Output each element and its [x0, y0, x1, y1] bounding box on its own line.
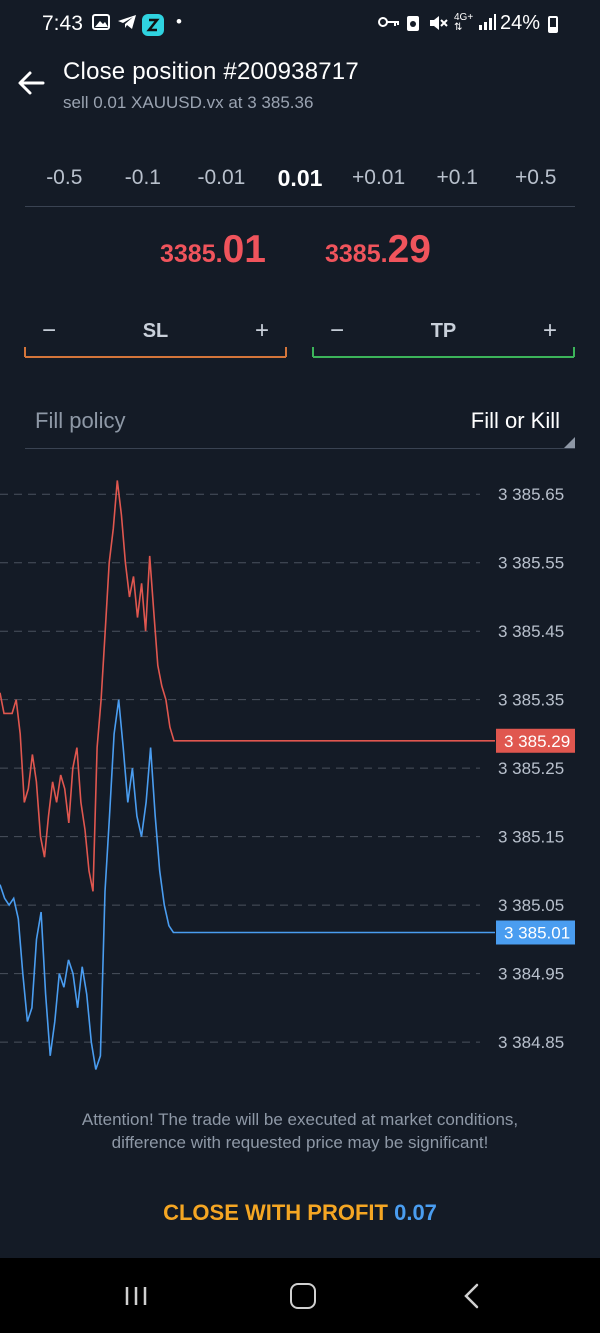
sl-increase-button[interactable]: +: [254, 317, 269, 344]
current-price-label: 3 385.29: [504, 732, 570, 751]
sl-decrease-button[interactable]: −: [41, 317, 56, 344]
lot-option-minus-0.01[interactable]: -0.01: [197, 166, 246, 189]
bid-price-line: [0, 699, 495, 1070]
bid-price-prefix: 3385.: [160, 240, 223, 268]
ask-price: 3385.29: [325, 228, 431, 272]
price-chart[interactable]: 3 385.65 3 385.55 3 385.45 3 385.35 3 385.25…: [0, 460, 600, 1090]
ask-price-prefix: 3385.: [325, 240, 388, 268]
lot-option-plus-0.5[interactable]: +0.5: [515, 166, 557, 189]
tp-label[interactable]: TP: [430, 319, 457, 342]
position-subtitle: sell 0.01 XAUUSD.vx at 3 385.36: [63, 93, 314, 112]
y-tick-label: 3 384.95: [498, 965, 564, 984]
recycle-icon: [405, 14, 421, 37]
ask-price-suffix: 29: [387, 228, 431, 271]
dropdown-corner-icon: [564, 437, 575, 448]
arrow-left-icon: [18, 71, 45, 95]
lot-option-plus-0.1[interactable]: +0.1: [436, 166, 478, 189]
key-icon: [378, 14, 400, 34]
back-button[interactable]: [16, 68, 48, 100]
attention-line-1: Attention! The trade will be executed at…: [81, 1110, 519, 1129]
fill-policy-label: Fill policy: [35, 408, 126, 433]
y-tick-label: 3 385.65: [498, 485, 564, 504]
tp-decrease-button[interactable]: −: [329, 317, 344, 344]
dot-icon: •: [176, 12, 182, 31]
battery-icon: [548, 16, 558, 33]
battery-percent: 24%: [499, 12, 540, 34]
lot-option-plus-0.01[interactable]: +0.01: [352, 166, 406, 189]
take-profit-field: − TP +: [312, 306, 575, 358]
bid-current-tag: 3 385.01: [496, 920, 575, 945]
signal-icon: [478, 14, 496, 35]
y-tick-label: 3 385.15: [498, 828, 564, 847]
attention-notice: Attention! The trade will be executed at…: [40, 1108, 560, 1154]
system-nav-bar: [0, 1258, 600, 1333]
close-button-profit: 0.07: [394, 1200, 437, 1225]
stop-loss-field: − SL +: [24, 306, 287, 358]
close-button-label: CLOSE WITH PROFIT: [163, 1200, 388, 1225]
y-tick-label: 3 385.05: [498, 896, 564, 915]
page-title: Close position #200938717: [63, 58, 359, 85]
4g-icon: 4G+ ⇅: [454, 12, 474, 33]
lot-option-minus-0.1[interactable]: -0.1: [124, 166, 161, 189]
attention-line-2: difference with requested price may be s…: [111, 1133, 489, 1152]
back-icon[interactable]: [462, 1283, 482, 1309]
telegram-icon: [117, 14, 137, 35]
bid-price: 3385.01: [160, 228, 266, 272]
mute-icon: [428, 14, 448, 37]
y-tick-label: 3 385.35: [498, 691, 564, 710]
y-tick-label: 3 385.55: [498, 554, 564, 573]
volume-selector: -0.5 -0.1 -0.01 0.01 +0.01 +0.1 +0.5: [25, 150, 575, 207]
image-icon: [92, 14, 110, 35]
fill-policy-value: Fill or Kill: [470, 408, 560, 433]
sl-label[interactable]: SL: [142, 319, 169, 342]
ask-current-tag: 3 385.29: [496, 728, 575, 753]
y-tick-label: 3 385.25: [498, 759, 564, 778]
status-time: 7:43: [42, 12, 83, 35]
tp-increase-button[interactable]: +: [542, 317, 557, 344]
recent-apps-icon[interactable]: [124, 1285, 148, 1307]
lot-option-minus-0.5[interactable]: -0.5: [46, 166, 83, 189]
fill-policy-select[interactable]: Fill policy Fill or Kill: [25, 398, 575, 449]
home-icon[interactable]: [290, 1283, 316, 1309]
close-with-profit-button[interactable]: CLOSE WITH PROFIT 0.07: [0, 1200, 600, 1244]
lot-selected-value[interactable]: 0.01: [277, 164, 323, 191]
status-bar: 7:43 • 4G+ ⇅ 24%: [0, 0, 600, 50]
ask-price-line: [0, 480, 495, 892]
y-tick-label: 3 384.85: [498, 1033, 564, 1052]
current-price-label: 3 385.01: [504, 924, 570, 943]
bid-price-suffix: 01: [222, 228, 266, 271]
y-tick-label: 3 385.45: [498, 622, 564, 641]
app-icon: [142, 14, 164, 41]
